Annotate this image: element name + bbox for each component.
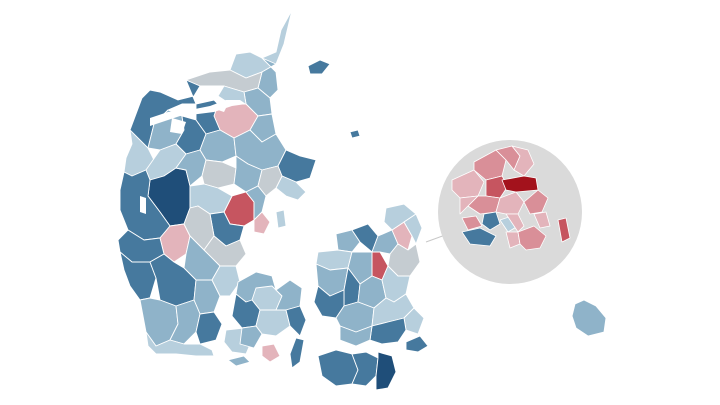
municipality-region bbox=[211, 265, 241, 297]
municipality-region bbox=[239, 325, 263, 349]
municipality-region bbox=[351, 351, 379, 387]
municipality-region bbox=[317, 349, 359, 387]
municipality-region bbox=[253, 211, 271, 235]
jutland bbox=[117, 9, 361, 357]
inset-municipality bbox=[461, 227, 497, 247]
bornholm bbox=[571, 299, 607, 337]
municipality-region bbox=[349, 129, 361, 139]
inset-municipality bbox=[517, 225, 547, 251]
municipality-region bbox=[195, 311, 223, 345]
municipality-region bbox=[571, 299, 607, 337]
inset-municipality bbox=[481, 211, 501, 231]
lolland-falster bbox=[317, 349, 397, 391]
municipality-region bbox=[175, 149, 207, 187]
inset-municipality bbox=[505, 213, 525, 233]
municipality-region bbox=[375, 351, 397, 391]
funen bbox=[227, 271, 307, 369]
municipality-region bbox=[129, 79, 201, 149]
inset-municipality bbox=[461, 215, 483, 231]
municipality-region bbox=[261, 343, 281, 363]
municipality-region bbox=[285, 305, 307, 337]
limfjord-water bbox=[140, 100, 246, 214]
municipality-region bbox=[229, 9, 293, 79]
inset-municipality bbox=[523, 189, 549, 215]
inset-municipality bbox=[557, 217, 571, 243]
municipality-region bbox=[169, 299, 201, 345]
municipality-region bbox=[339, 325, 373, 347]
municipality-region bbox=[289, 337, 305, 369]
inset-municipality bbox=[459, 195, 479, 215]
municipality-region bbox=[275, 209, 287, 229]
capital-area-inset bbox=[451, 145, 571, 251]
municipality-region bbox=[227, 355, 251, 367]
inset-municipality bbox=[533, 211, 551, 229]
municipality-region bbox=[335, 229, 361, 253]
zealand bbox=[313, 203, 429, 353]
municipality-region bbox=[405, 335, 429, 353]
municipality-region bbox=[201, 159, 237, 189]
municipality-region bbox=[145, 331, 215, 357]
municipality-region bbox=[307, 59, 331, 75]
municipality-region bbox=[369, 317, 407, 345]
municipality-region bbox=[403, 213, 423, 245]
